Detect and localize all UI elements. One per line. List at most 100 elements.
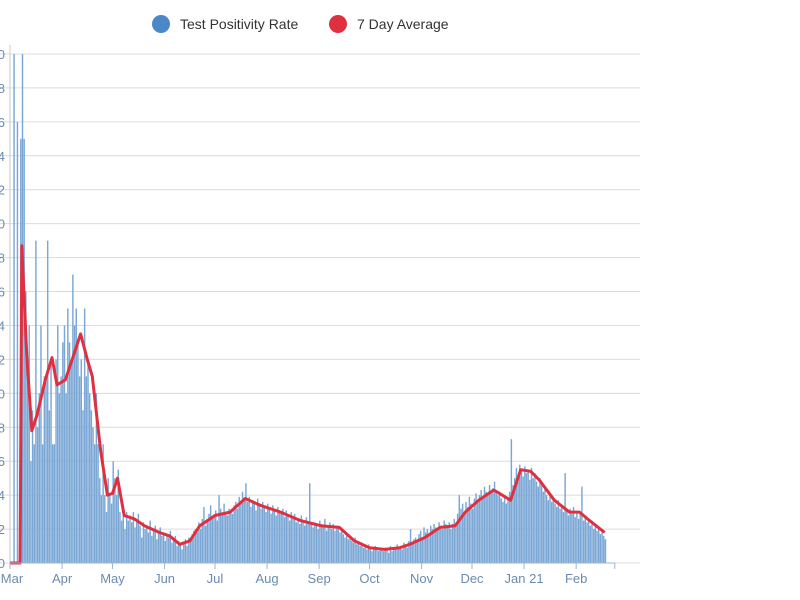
bar: [601, 530, 603, 563]
bar: [213, 515, 215, 563]
bar: [472, 508, 474, 563]
bar: [137, 513, 140, 563]
bar: [277, 507, 279, 563]
bar: [208, 513, 210, 563]
bar: [561, 505, 563, 563]
bar: [498, 491, 501, 563]
bar: [349, 535, 351, 563]
bar: [461, 503, 464, 563]
bar: [26, 376, 29, 563]
bar: [475, 493, 477, 563]
bar: [529, 479, 531, 563]
legend-swatch-test-positivity-rate: [152, 15, 170, 33]
bar: [206, 520, 209, 563]
x-tick-label: Oct: [359, 571, 380, 586]
bar: [559, 508, 561, 563]
bar: [124, 529, 126, 563]
legend-item-test-positivity-rate[interactable]: Test Positivity Rate: [152, 15, 298, 33]
y-tick-label: 4: [0, 488, 5, 503]
bar: [63, 325, 66, 563]
bar: [310, 523, 313, 563]
y-tick-label: 2: [0, 522, 5, 537]
bar: [312, 527, 314, 563]
bar: [107, 478, 109, 563]
bar: [445, 523, 447, 563]
bar: [416, 540, 419, 563]
x-tick-label: Apr: [52, 571, 73, 586]
bar: [157, 530, 160, 563]
y-tick-label: 26: [0, 115, 5, 130]
bar: [228, 508, 230, 563]
bar: [57, 325, 59, 563]
bar: [329, 522, 331, 563]
y-tick-label: 12: [0, 352, 5, 367]
bar: [451, 523, 454, 563]
bar: [577, 518, 580, 563]
bar: [147, 532, 150, 563]
bar: [514, 478, 516, 563]
bar: [209, 505, 212, 563]
y-tick-label: 20: [0, 217, 5, 232]
bar: [344, 537, 346, 563]
bar: [532, 478, 534, 563]
x-tick-label: Mar: [1, 571, 24, 586]
bar: [267, 503, 269, 563]
bar: [421, 539, 424, 563]
bar: [460, 508, 462, 563]
bar: [62, 342, 64, 563]
bar: [327, 525, 329, 563]
bar: [119, 512, 121, 563]
bar: [41, 444, 44, 563]
bar: [33, 444, 35, 563]
bar: [525, 473, 528, 563]
bar: [322, 527, 324, 563]
bar: [97, 444, 99, 563]
bar: [171, 542, 173, 563]
bar: [453, 518, 455, 563]
legend-item-7-day-average[interactable]: 7 Day Average: [329, 15, 449, 33]
bar: [188, 537, 190, 563]
bar: [203, 507, 205, 563]
bar: [465, 501, 467, 563]
x-tick-label: Sep: [308, 571, 331, 586]
bar: [519, 464, 521, 563]
bar: [552, 496, 555, 563]
bar: [216, 520, 219, 563]
bar: [438, 522, 440, 563]
x-tick-label: Aug: [255, 571, 278, 586]
bar: [466, 507, 469, 563]
bar: [283, 517, 286, 563]
bar: [85, 376, 88, 563]
bar: [245, 483, 247, 563]
x-tick-label: Jun: [154, 571, 175, 586]
bar: [90, 410, 93, 563]
bar: [517, 474, 519, 563]
bar: [374, 546, 377, 563]
bar: [431, 529, 434, 563]
bar: [70, 359, 72, 563]
bar: [194, 529, 197, 563]
bar: [104, 495, 106, 563]
x-tick-label: May: [100, 571, 125, 586]
bar: [492, 488, 494, 563]
legend-label-test-positivity-rate: Test Positivity Rate: [180, 16, 298, 32]
bar: [166, 534, 168, 563]
bar: [243, 498, 245, 563]
bar: [48, 410, 51, 563]
bar: [596, 530, 598, 563]
bar: [298, 523, 301, 563]
bar: [352, 542, 355, 563]
y-tick-label: 30: [0, 47, 5, 62]
bar: [594, 523, 597, 563]
bar: [186, 546, 188, 563]
bar: [31, 410, 34, 563]
bar: [497, 495, 499, 563]
bar: [88, 393, 91, 563]
bar: [72, 274, 74, 563]
bar: [156, 539, 158, 563]
bar: [599, 534, 602, 563]
bar: [372, 549, 375, 563]
bar: [346, 532, 348, 563]
bar: [136, 518, 138, 563]
bar: [161, 535, 163, 563]
